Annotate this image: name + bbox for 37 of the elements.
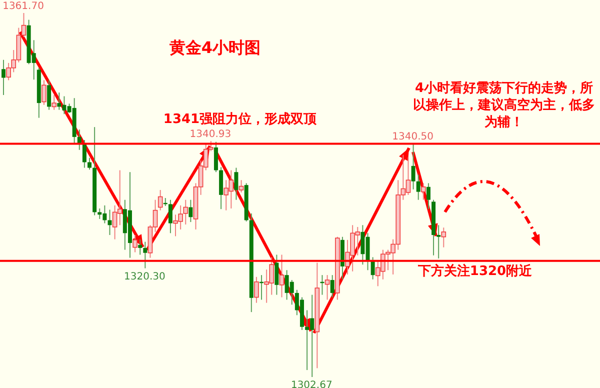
- candlestick: [416, 174, 420, 200]
- candlestick: [42, 80, 46, 106]
- candlestick: [426, 182, 430, 210]
- candlestick: [411, 143, 416, 190]
- candlestick: [324, 274, 330, 300]
- annotation: 下方关注1320附近: [416, 263, 534, 280]
- candlestick: [2, 59, 6, 96]
- candlestick: [279, 254, 284, 298]
- candlestick: [158, 189, 163, 211]
- candlestick: [108, 209, 112, 236]
- candlestick: [132, 234, 138, 253]
- annotation: 1361.70: [2, 1, 44, 12]
- candlestick: [188, 199, 193, 223]
- candlestick: [330, 274, 334, 298]
- annotation: 1340.93: [190, 129, 232, 140]
- candlestick: [234, 167, 238, 200]
- candlestick: [254, 276, 259, 304]
- candlestick: [143, 241, 148, 269]
- candlestick: [52, 94, 56, 110]
- annotation: 1320.30: [124, 271, 166, 282]
- candlestick: [436, 224, 441, 259]
- candlestick: [441, 227, 446, 248]
- annotation: 4小时看好震荡下行的走势，所以操作上，建议高空为主，低多为辅！: [412, 80, 596, 131]
- candlestick: [370, 256, 375, 280]
- candlestick: [274, 254, 279, 296]
- candlestick: [421, 182, 426, 200]
- candlestick: [47, 80, 52, 110]
- candlestick: [138, 238, 142, 256]
- annotation: 1302.67: [290, 380, 332, 388]
- annotation: 1340.50: [392, 132, 434, 143]
- candlestick: [214, 141, 218, 173]
- annotation: 1341强阻力位，形成双顶: [162, 111, 318, 128]
- candlestick: [168, 199, 172, 234]
- candlestick: [82, 140, 86, 168]
- text: 黄金4小时图: [168, 38, 262, 59]
- candlestick: [238, 180, 244, 193]
- candlestick: [88, 157, 92, 170]
